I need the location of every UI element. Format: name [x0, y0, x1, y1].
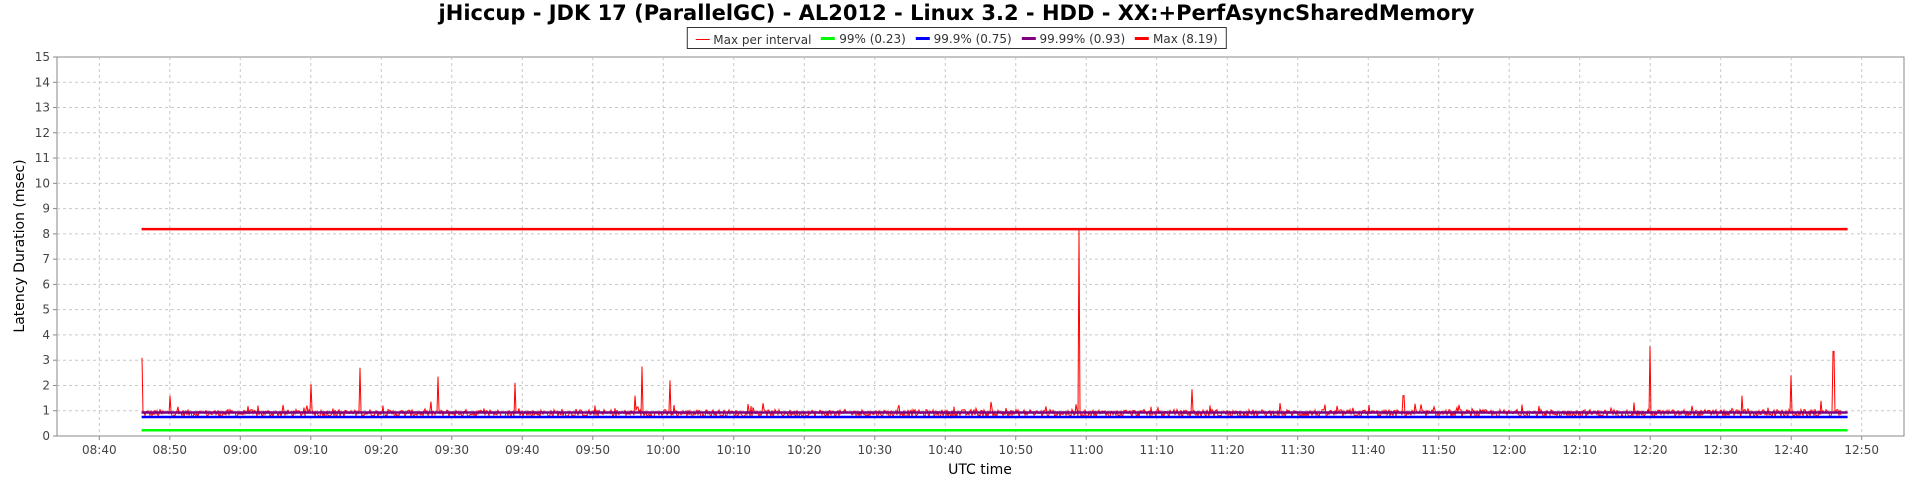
x-tick-label: 09:50	[575, 443, 610, 457]
x-tick-label: 12:50	[1844, 443, 1879, 457]
x-tick-label: 12:10	[1562, 443, 1597, 457]
y-tick-label: 11	[35, 151, 50, 165]
x-tick-label: 10:30	[857, 443, 892, 457]
y-tick-label: 3	[42, 353, 50, 367]
y-tick-label: 8	[42, 227, 50, 241]
legend: Max per interval 99% (0.23) 99.9% (0.75)…	[686, 27, 1227, 49]
x-tick-label: 08:50	[152, 443, 187, 457]
x-tick-label: 09:00	[223, 443, 258, 457]
legend-swatch-p999	[915, 37, 930, 40]
legend-item-p999: 99.9% (0.75)	[915, 31, 1012, 46]
legend-item-p9999: 99.99% (0.93)	[1021, 31, 1126, 46]
legend-label-max-per-interval: Max per interval	[713, 32, 812, 47]
legend-item-max: Max (8.19)	[1134, 31, 1218, 46]
y-tick-label: 5	[42, 303, 50, 317]
grid	[57, 57, 1904, 436]
x-axis-title: UTC time	[948, 462, 1012, 478]
y-tick-label: 13	[35, 101, 50, 115]
x-tick-label: 09:10	[293, 443, 328, 457]
legend-label-p999: 99.9% (0.75)	[933, 31, 1012, 46]
x-tick-label: 12:30	[1703, 443, 1738, 457]
x-tick-label: 12:40	[1774, 443, 1809, 457]
y-tick-label: 15	[35, 50, 50, 64]
y-tick-label: 2	[42, 378, 50, 392]
x-tick-label: 11:00	[1069, 443, 1104, 457]
legend-swatch-max-per-interval	[695, 39, 710, 40]
y-tick-label: 6	[42, 277, 50, 291]
x-tick-label: 08:40	[82, 443, 117, 457]
y-tick-label: 4	[42, 328, 50, 342]
y-tick-label: 1	[42, 404, 50, 418]
y-tick-label: 9	[42, 202, 50, 216]
y-tick-label: 10	[35, 176, 50, 190]
y-tick-label: 7	[42, 252, 50, 266]
legend-label-max: Max (8.19)	[1152, 31, 1218, 46]
legend-item-p99: 99% (0.23)	[821, 32, 906, 46]
x-tick-label: 11:30	[1280, 443, 1315, 457]
legend-label-p99: 99% (0.23)	[839, 31, 906, 46]
x-axis: 08:40 08:50 09:00 09:10 09:20 09:30 09:40 09:50…	[82, 436, 1879, 457]
x-tick-label: 10:50	[998, 443, 1033, 457]
x-tick-label: 12:20	[1633, 443, 1668, 457]
x-tick-label: 12:00	[1492, 443, 1527, 457]
x-tick-label: 11:50	[1421, 443, 1456, 457]
legend-label-p9999: 99.99% (0.93)	[1039, 31, 1126, 46]
chart-title: jHiccup - JDK 17 (ParallelGC) - AL2012 -…	[438, 1, 1475, 25]
x-tick-label: 09:40	[505, 443, 540, 457]
plot-background	[56, 56, 1905, 437]
legend-swatch-max	[1134, 37, 1149, 40]
x-tick-label: 11:20	[1210, 443, 1245, 457]
x-tick-label: 10:40	[928, 443, 963, 457]
legend-swatch-p9999	[1021, 37, 1036, 40]
x-tick-label: 11:40	[1351, 443, 1386, 457]
series-group	[141, 227, 1848, 432]
y-tick-label: 12	[35, 126, 50, 140]
y-tick-label: 0	[42, 429, 50, 443]
x-tick-label: 10:10	[716, 443, 751, 457]
y-axis-title: Latency Duration (msec)	[12, 159, 28, 332]
x-tick-label: 09:20	[364, 443, 399, 457]
x-tick-label: 11:10	[1139, 443, 1174, 457]
x-tick-label: 10:20	[787, 443, 822, 457]
legend-item-max-per-interval: Max per interval	[695, 33, 811, 47]
x-tick-label: 09:30	[434, 443, 469, 457]
y-tick-label: 14	[35, 75, 50, 89]
legend-swatch-p99	[821, 37, 836, 40]
x-tick-label: 10:00	[646, 443, 681, 457]
